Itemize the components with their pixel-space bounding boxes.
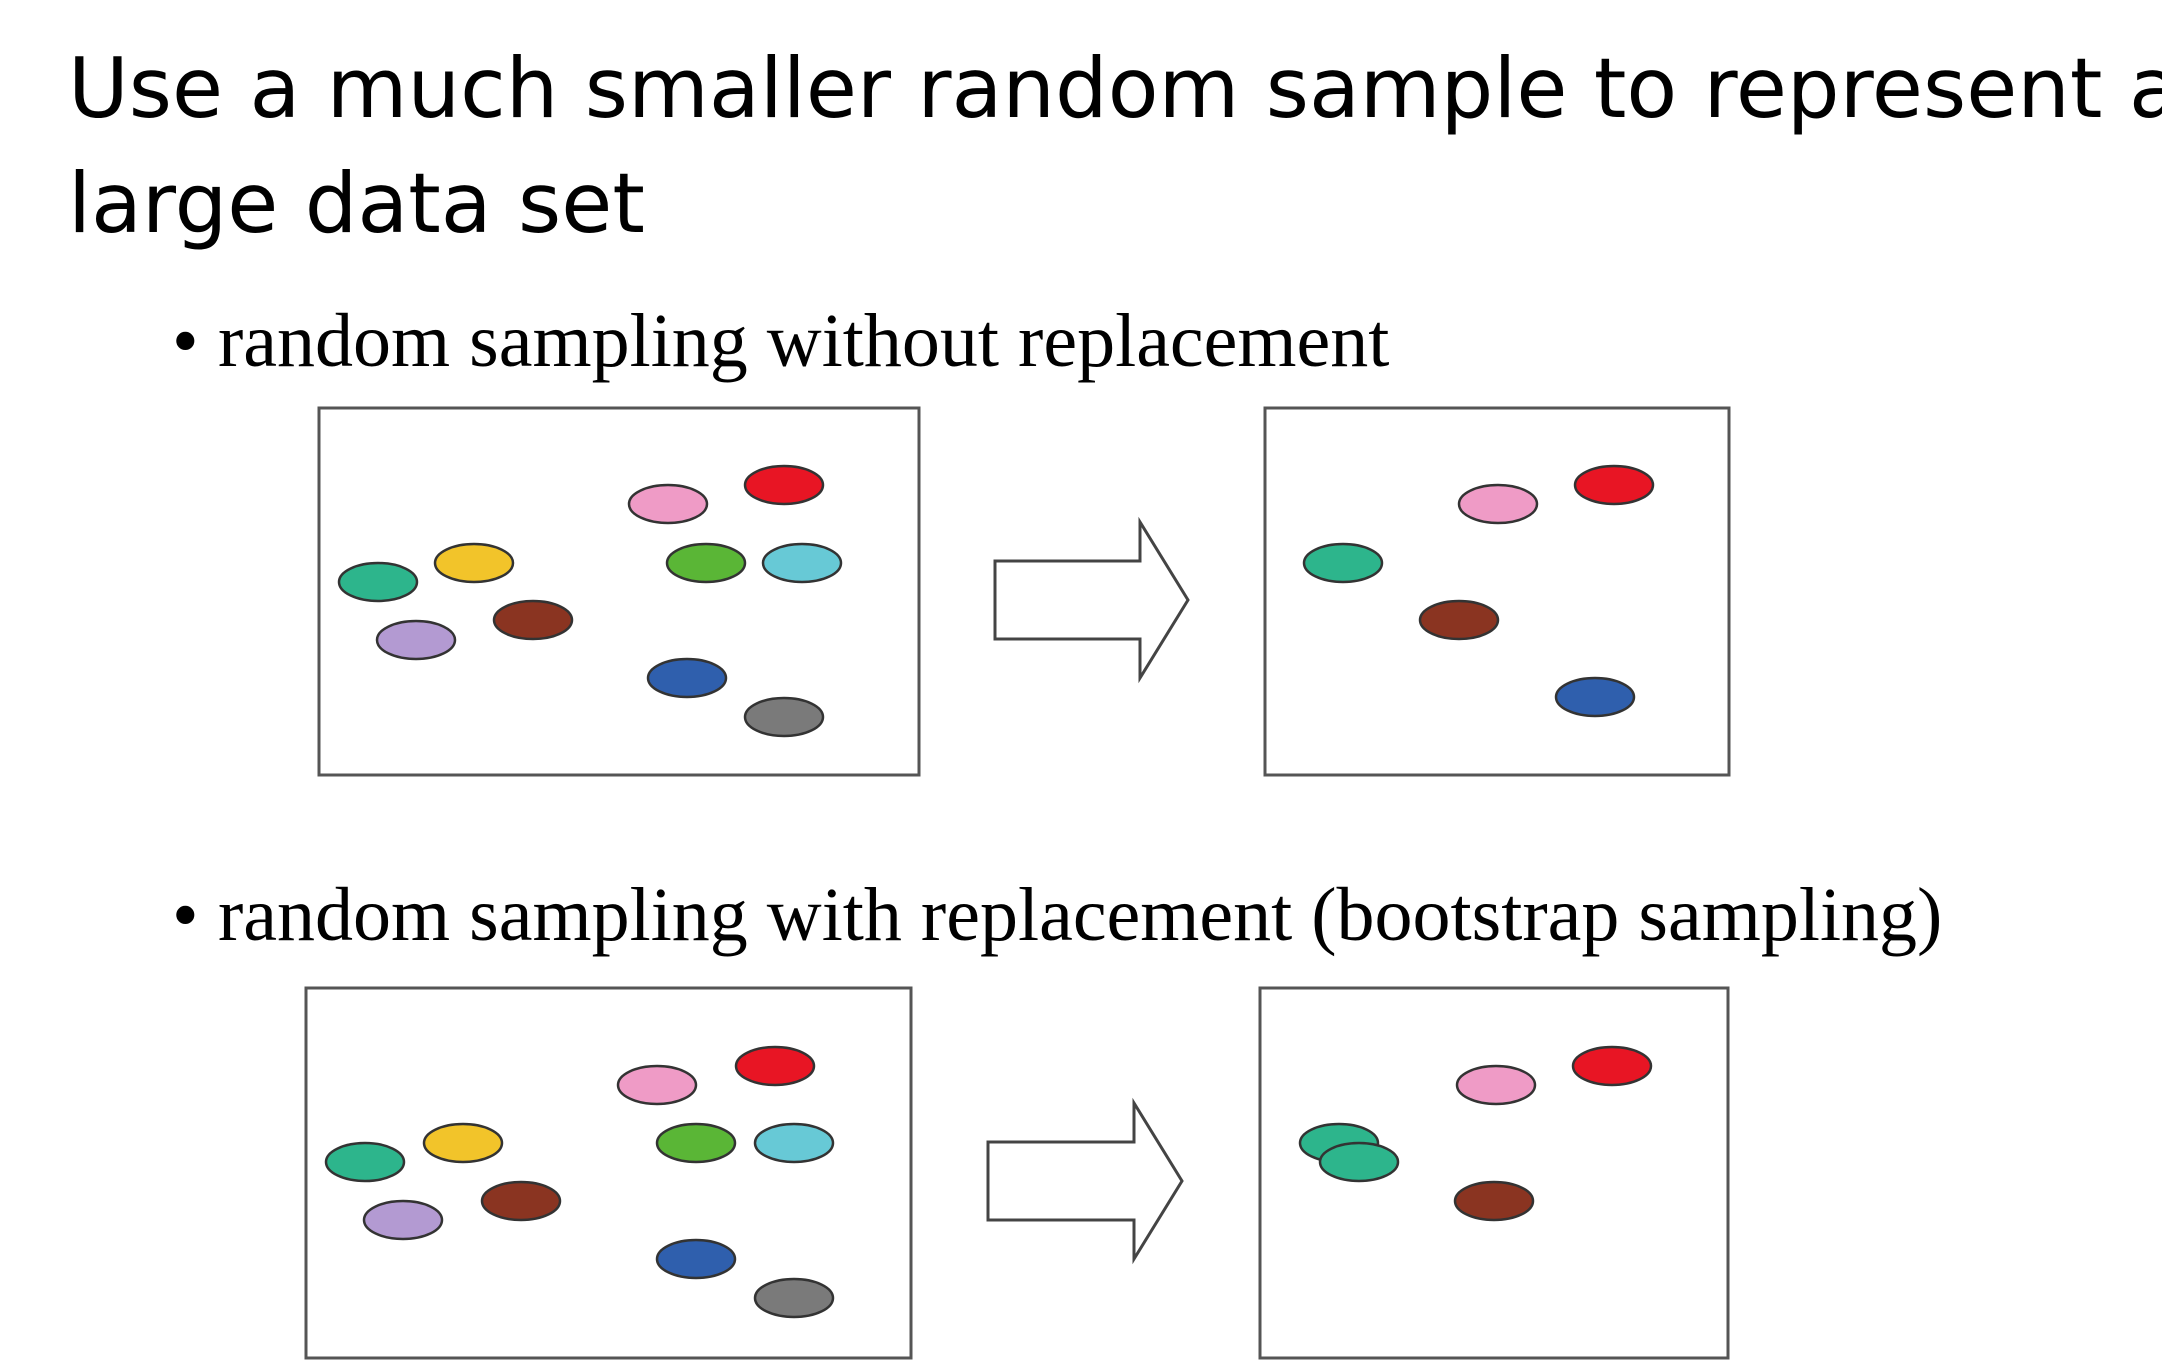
teal-data-point xyxy=(324,1141,406,1183)
sample-dots xyxy=(1298,1045,1653,1222)
gray-data-point xyxy=(753,1277,835,1319)
red-data-point xyxy=(1573,464,1655,506)
pink-data-point xyxy=(1457,483,1539,525)
gray-data-point xyxy=(743,696,825,738)
yellow-data-point xyxy=(433,542,515,584)
green-data-point xyxy=(665,542,747,584)
teal-data-point xyxy=(1302,542,1384,584)
teal-data-point xyxy=(1318,1141,1400,1183)
pink-data-point xyxy=(627,483,709,525)
sample-panel xyxy=(1263,406,1731,777)
bullet-point: • xyxy=(172,873,199,957)
brown-data-point xyxy=(1453,1180,1535,1222)
population-dots xyxy=(337,464,843,738)
section-label: random sampling with replacement (bootst… xyxy=(218,873,1942,957)
slide-title-line-2: large data set xyxy=(68,155,645,252)
red-data-point xyxy=(1571,1045,1653,1087)
blue-data-point xyxy=(1554,676,1636,718)
brown-data-point xyxy=(1418,599,1500,641)
teal-data-point xyxy=(337,561,419,603)
brown-data-point xyxy=(492,599,574,641)
right-block-arrow-icon xyxy=(993,516,1190,684)
section-label: random sampling without replacement xyxy=(218,299,1389,383)
purple-data-point xyxy=(375,619,457,661)
brown-data-point xyxy=(480,1180,562,1222)
cyan-data-point xyxy=(761,542,843,584)
population-dots xyxy=(324,1045,835,1319)
sample-dots xyxy=(1302,464,1655,718)
pink-data-point xyxy=(616,1064,698,1106)
right-block-arrow-icon xyxy=(986,1097,1184,1265)
red-data-point xyxy=(734,1045,816,1087)
bullet-point: • xyxy=(172,299,199,383)
red-data-point xyxy=(743,464,825,506)
purple-data-point xyxy=(362,1199,444,1241)
pink-data-point xyxy=(1455,1064,1537,1106)
green-data-point xyxy=(655,1122,737,1164)
slide-title-line-1: Use a much smaller random sample to repr… xyxy=(68,40,2162,137)
blue-data-point xyxy=(655,1238,737,1280)
blue-data-point xyxy=(646,657,728,699)
yellow-data-point xyxy=(422,1122,504,1164)
cyan-data-point xyxy=(753,1122,835,1164)
section-without-replacement: • random sampling without replacement xyxy=(172,299,1731,777)
section-with-replacement: • random sampling with replacement (boot… xyxy=(172,873,1942,1360)
